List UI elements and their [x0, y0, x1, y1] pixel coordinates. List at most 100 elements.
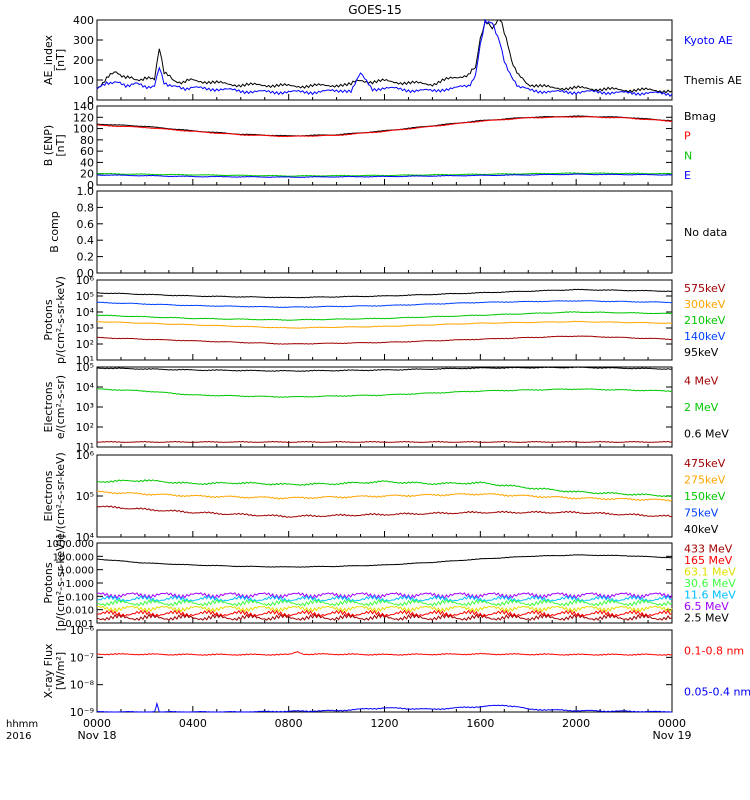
legend-protons_hi-4: 11.6 MeV	[684, 588, 736, 601]
ytick-label-bcomp-5: 1.0	[77, 185, 95, 198]
series-line-protons_hi-5	[96, 609, 673, 618]
ytick-label-bcomp-3: 0.6	[77, 218, 95, 231]
series-line-electrons_lo-2	[96, 505, 673, 518]
ytick-label-electrons_lo-1: 10⁵	[76, 490, 94, 503]
ytick-label-ae-4: 400	[73, 14, 94, 27]
legend-electrons_lo-0: 475keV	[684, 457, 726, 470]
series-line-bfield-2	[96, 172, 673, 177]
legend-protons_hi-3: 30.6 MeV	[684, 577, 736, 590]
ytick-label-protons_hi-5: 100.000	[53, 552, 94, 563]
series-line-protons_hi-3	[96, 598, 673, 607]
xtick-label-5: 2000	[562, 717, 590, 730]
legend-protons_hi-0: 433 MeV	[684, 543, 733, 556]
series-line-ae-0	[96, 19, 673, 94]
legend-bfield-1: P	[684, 130, 691, 143]
series-line-protons_hi-4	[96, 605, 673, 613]
legend-electrons_lo-1: 275keV	[684, 474, 726, 487]
panel-electrons_hi: 10¹ 10² 10³ 10⁴ 10⁵ Electrons e/(cm²-s-sr) 4 Me…	[42, 361, 729, 454]
ytick-label-electrons_hi-2: 10³	[76, 401, 94, 414]
ytick-label-bcomp-4: 0.8	[77, 201, 95, 214]
series-line-electrons_hi-1	[97, 388, 673, 398]
ytick-label-protons_hi-1: 0.010	[65, 606, 94, 617]
ylabel-bfield-0: B (ENP)	[42, 125, 55, 166]
legend-protons_hi-2: 63.1 MeV	[684, 566, 736, 579]
ytick-label-electrons_lo-0: 10⁴	[76, 531, 95, 544]
xtick-label-6: 0000	[658, 717, 686, 730]
series-line-protons_hi-1	[96, 592, 673, 600]
ylabel-ae-0: AE_index	[42, 34, 55, 85]
ytick-label-xray-0: 10⁻⁹	[70, 706, 94, 719]
legend-protons_hi-5: 6.5 MeV	[684, 600, 729, 613]
ytick-label-xray-2: 10⁻⁷	[70, 651, 94, 664]
panel-xray: 10⁻⁹ 10⁻⁸ 10⁻⁷ 10⁻⁶ X-ray Flux [W/m²] 0.1-0.8 …	[42, 624, 750, 719]
series-line-protons-3	[96, 320, 673, 329]
legend-xray-0: 0.1-0.8 nm	[684, 645, 744, 658]
legend-electrons_lo-4: 40keV	[684, 523, 719, 536]
legend-bcomp-0: No data	[684, 226, 727, 239]
ylabel-electrons_hi-1: e/(cm²-s-sr)	[54, 375, 67, 439]
legend-electrons_lo-3: 75keV	[684, 506, 719, 519]
ytick-label-bfield-1: 20	[80, 168, 94, 181]
ytick-label-bfield-3: 60	[80, 145, 94, 158]
ytick-label-ae-2: 200	[73, 54, 94, 67]
ylabel-electrons_lo-0: Electrons	[42, 470, 55, 521]
legend-ae-0: Kyoto AE	[684, 34, 733, 47]
ytick-label-bfield-7: 140	[73, 100, 94, 113]
x-year-label: 2016	[6, 731, 31, 742]
xtick-label-2: 0800	[275, 717, 303, 730]
legend-protons_hi-1: 165 MeV	[684, 554, 733, 567]
legend-ae-1: Themis AE	[683, 74, 742, 87]
ytick-label-protons_hi-3: 1.000	[65, 579, 94, 590]
ytick-label-protons_hi-6: 1000.000	[46, 539, 94, 550]
ytick-label-protons-0: 10¹	[76, 354, 94, 367]
ytick-label-bfield-2: 40	[80, 156, 94, 169]
series-line-electrons_hi-0	[96, 366, 673, 372]
ytick-label-electrons_hi-0: 10¹	[76, 441, 94, 454]
series-line-protons_hi-0	[96, 554, 673, 568]
xtick-date-0: Nov 18	[78, 729, 117, 742]
legend-electrons_hi-0: 4 MeV	[684, 374, 719, 387]
ylabel-protons_hi-0: Protons	[42, 562, 55, 603]
legend-xray-1: 0.05-0.4 nm	[684, 686, 750, 699]
legend-protons-1: 300keV	[684, 298, 726, 311]
ytick-label-protons-1: 10²	[76, 338, 94, 351]
ytick-label-bfield-5: 100	[73, 123, 94, 136]
series-line-xray-1	[96, 701, 672, 713]
ytick-label-bfield-6: 120	[73, 111, 94, 124]
panel-bcomp: 0.0 0.2 0.4 0.6 0.8 1.0 B comp No data	[48, 185, 727, 280]
series-line-protons_hi-6	[96, 613, 673, 621]
ylabel-protons-1: p/(cm²-s-sr-keV)	[54, 276, 67, 364]
xtick-date-6: Nov 19	[653, 729, 692, 742]
ytick-label-ae-0: 0	[87, 94, 94, 107]
legend-bfield-0: Bmag	[684, 110, 716, 123]
ytick-label-xray-1: 10⁻⁸	[70, 679, 95, 692]
ytick-label-bcomp-1: 0.2	[77, 251, 95, 264]
series-line-electrons_lo-0	[97, 479, 673, 498]
ylabel-bfield-1: [nT]	[54, 134, 67, 156]
series-line-bfield-3	[96, 173, 673, 178]
ylabel-electrons_lo-1: e/(cm²-s-sr-keV)	[54, 452, 67, 540]
xtick-label-1: 0400	[179, 717, 207, 730]
series-line-protons_hi-2	[96, 594, 673, 603]
legend-electrons_hi-1: 2 MeV	[684, 401, 719, 414]
ytick-label-ae-3: 300	[73, 34, 94, 47]
ytick-label-ae-1: 100	[73, 74, 94, 87]
series-line-ae-1	[96, 18, 673, 97]
legend-bfield-3: E	[684, 169, 691, 182]
xtick-label-0: 0000	[83, 717, 111, 730]
ylabel-protons_hi-1: [p/(cm²-s-sr-keV)]	[54, 535, 67, 632]
series-line-protons-0	[96, 288, 673, 299]
panel-ae: 0 100 200 300 400 AE_index [nT] Kyoto AE Themis …	[42, 14, 742, 107]
ytick-label-bcomp-0: 0.0	[77, 267, 95, 280]
series-line-protons-1	[97, 300, 673, 309]
ytick-label-protons-4: 10⁵	[76, 290, 94, 303]
legend-electrons_lo-2: 150keV	[684, 490, 726, 503]
ylabel-xray-1: [W/m²]	[54, 652, 67, 690]
ytick-label-electrons_hi-4: 10⁵	[76, 361, 94, 374]
ytick-label-bfield-0: 0	[87, 179, 94, 192]
ytick-label-protons_hi-4: 10.000	[59, 566, 94, 577]
legend-protons-3: 140keV	[684, 330, 726, 343]
ytick-label-protons-3: 10⁴	[76, 306, 95, 319]
